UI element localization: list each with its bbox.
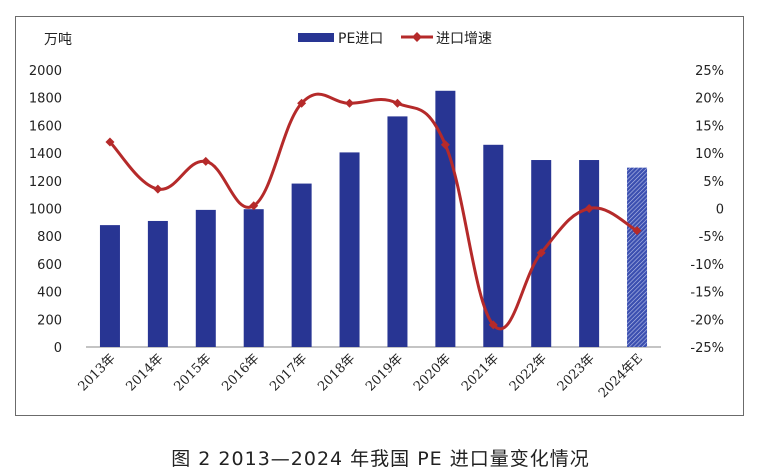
bar-2016年	[243, 209, 264, 347]
growth-marker-2022年	[536, 248, 546, 258]
y-left-tick-label: 200	[37, 313, 62, 328]
y-left-tick-label: 1200	[29, 175, 62, 190]
y-left-tick-label: 1400	[29, 147, 62, 162]
x-tick-label: 2023年	[555, 351, 598, 394]
x-tick-label: 2019年	[363, 351, 406, 394]
legend-line-marker	[412, 32, 422, 42]
x-tick-label: 2016年	[219, 351, 262, 394]
y-right-tick-label: 10%	[695, 147, 724, 162]
y-left-tick-label: 800	[37, 230, 62, 245]
growth-marker-2016年	[249, 201, 259, 211]
y-right-tick-label: -25%	[690, 341, 724, 356]
x-tick-label: 2024年E	[596, 351, 646, 401]
x-tick-label: 2020年	[411, 351, 454, 394]
growth-marker-2023年	[584, 204, 594, 213]
y-right-tick-label: -5%	[699, 230, 724, 245]
legend-bar-label: PE进口	[338, 31, 383, 47]
growth-marker-2019年	[392, 98, 402, 108]
y-left-tick-label: 600	[37, 258, 62, 273]
bar-2021年	[483, 144, 504, 347]
y-right-tick-label: 0	[716, 203, 724, 218]
x-tick-label: 2021年	[459, 351, 502, 394]
y-left-tick-label: 1800	[29, 92, 62, 107]
growth-marker-2014年	[153, 184, 163, 194]
bar-2023年	[579, 160, 600, 347]
growth-marker-2024年E	[632, 226, 642, 236]
y-left-tick-label: 2000	[29, 64, 62, 79]
chart: 万吨 0 200 400 600 800 1000 1200 1400 1600 1800 2000 -…	[29, 31, 724, 401]
growth-marker-2020年	[440, 140, 450, 150]
y-left-unit-label: 万吨	[44, 32, 72, 48]
y-left-tick-label: 1600	[29, 119, 62, 134]
growth-marker-2013年	[105, 137, 115, 147]
y-right-tick-label: -10%	[690, 258, 724, 273]
bar-2014年	[147, 220, 168, 347]
bar-2015年	[195, 209, 216, 347]
growth-marker-2018年	[345, 98, 355, 108]
y-left-tick-label: 1000	[29, 203, 62, 218]
y-right-tick-label: 15%	[695, 119, 724, 134]
y-right-tick-label: 5%	[703, 175, 724, 190]
growth-marker-2021年	[488, 320, 498, 330]
bar-2018年	[339, 152, 360, 347]
figure-caption: 图 2 2013—2024 年我国 PE 进口量变化情况	[171, 448, 590, 470]
legend-bar-swatch	[298, 33, 334, 42]
growth-marker-2017年	[297, 98, 307, 108]
x-tick-label: 2013年	[76, 351, 119, 394]
growth-line	[108, 92, 638, 331]
chart-frame	[15, 16, 744, 416]
bar-2013年	[99, 225, 120, 347]
y-right-tick-label: -15%	[690, 286, 724, 301]
growth-marker-2015年	[201, 156, 211, 166]
y-left-tick-label: 400	[37, 286, 62, 301]
x-tick-label: 2022年	[507, 351, 550, 394]
x-tick-label: 2015年	[171, 351, 214, 394]
bar-2019年	[387, 116, 408, 348]
x-tick-label: 2014年	[124, 351, 167, 394]
y-right-tick-label: -20%	[690, 313, 724, 328]
x-tick-label: 2018年	[315, 351, 358, 394]
bar-2024年E	[627, 167, 648, 347]
y-right-tick-label: 20%	[695, 92, 724, 107]
y-left-tick-label: 0	[54, 341, 62, 356]
legend-line-label: 进口增速	[436, 31, 492, 47]
x-tick-label: 2017年	[267, 351, 310, 394]
bar-2017年	[291, 183, 312, 347]
y-right-tick-label: 25%	[695, 64, 724, 79]
